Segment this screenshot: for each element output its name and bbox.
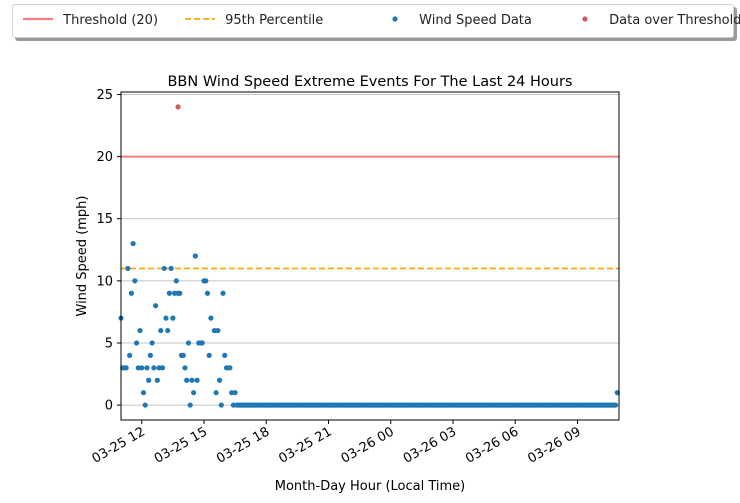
- x-tick-label: 03-25 15: [152, 424, 210, 466]
- legend-wind-data-label: Wind Speed Data: [419, 13, 532, 28]
- legend-percentile-label: 95th Percentile: [225, 13, 324, 28]
- legend-item-wind-data: Wind Speed Data: [383, 12, 532, 28]
- wind-speed-point: [161, 265, 167, 272]
- wind-speed-point: [163, 315, 169, 321]
- wind-speed-point: [612, 402, 619, 408]
- wind-speed-point: [137, 327, 143, 334]
- wind-speed-point: [232, 390, 238, 396]
- chart-title: BBN Wind Speed Extreme Events For The La…: [167, 74, 572, 90]
- wind-speed-point: [182, 365, 188, 371]
- wind-speed-point: [154, 377, 160, 383]
- y-tick-label: 20: [96, 150, 113, 165]
- wind-speed-point: [215, 327, 221, 334]
- x-tick-label: 03-25 18: [214, 424, 272, 466]
- y-tick-label: 0: [105, 399, 113, 414]
- wind-speed-point: [213, 390, 219, 396]
- x-axis-label: Month-Day Hour (Local Time): [275, 479, 465, 494]
- wind-speed-point: [140, 390, 147, 396]
- wind-speed-point: [168, 265, 174, 272]
- wind-speed-point: [189, 377, 195, 383]
- legend-item-threshold: Threshold (20): [21, 12, 158, 28]
- x-tick-label: 03-26 00: [339, 424, 397, 466]
- wind-speed-point: [194, 377, 200, 383]
- wind-speed-point: [149, 340, 155, 346]
- legend-wind-data-swatch: [392, 16, 398, 22]
- wind-speed-point: [144, 365, 150, 371]
- x-tick-label: 03-25 21: [276, 424, 334, 466]
- y-axis-label: Wind Speed (mph): [75, 196, 90, 317]
- x-tick-label: 03-26 09: [525, 424, 583, 466]
- legend-over-threshold-swatch: [582, 16, 588, 22]
- wind-speed-point: [177, 290, 183, 296]
- x-tick-label: 03-26 03: [401, 424, 459, 466]
- legend-item-over-threshold: Data over Threshold: [573, 12, 740, 28]
- wind-speed-point: [151, 365, 157, 371]
- wind-speed-point: [159, 365, 166, 371]
- legend-threshold-swatch: [23, 17, 53, 21]
- wind-speed-point: [222, 352, 228, 358]
- wind-speed-point: [173, 278, 179, 284]
- wind-speed-point: [227, 365, 233, 371]
- legend-percentile-swatch: [185, 18, 215, 20]
- grid-lines: [121, 94, 619, 406]
- wind-speed-point: [170, 315, 176, 321]
- data-points: [118, 104, 620, 408]
- x-tick-label: 03-26 06: [463, 424, 521, 466]
- y-tick-label: 15: [96, 212, 113, 227]
- wind-speed-point: [203, 278, 209, 284]
- y-tick-label: 25: [96, 88, 113, 103]
- wind-speed-point: [146, 377, 152, 383]
- wind-speed-point: [152, 303, 159, 309]
- wind-speed-point: [133, 340, 140, 346]
- wind-speed-point: [184, 377, 190, 383]
- wind-speed-point: [180, 352, 186, 358]
- y-axis: 0 5 10 15 20 25: [96, 88, 121, 414]
- wind-speed-point: [206, 352, 212, 358]
- wind-speed-point: [166, 290, 173, 296]
- over-threshold-point: [175, 104, 181, 110]
- y-tick-label: 5: [105, 336, 113, 351]
- legend-over-threshold-label: Data over Threshold: [609, 13, 740, 28]
- wind-speed-point: [216, 377, 223, 383]
- reference-lines: [121, 155, 619, 270]
- wind-speed-point: [132, 278, 138, 284]
- wind-speed-point: [199, 340, 205, 346]
- wind-speed-point: [208, 315, 214, 321]
- wind-speed-point: [128, 290, 134, 296]
- wind-speed-point: [220, 290, 226, 296]
- legend-threshold-label: Threshold (20): [63, 13, 159, 28]
- wind-speed-point: [204, 290, 211, 296]
- wind-speed-point: [123, 365, 129, 371]
- wind-speed-point: [165, 327, 171, 334]
- wind-speed-point: [158, 327, 164, 334]
- y-tick-label: 10: [96, 274, 113, 289]
- wind-speed-point: [218, 402, 224, 408]
- wind-speed-point: [147, 352, 153, 358]
- legend: Threshold (20) 95th Percentile Wind Spee…: [12, 4, 740, 38]
- wind-speed-point: [142, 402, 148, 408]
- wind-speed-point: [125, 265, 131, 272]
- wind-speed-point: [127, 352, 133, 358]
- wind-speed-point: [191, 390, 197, 396]
- wind-speed-point: [139, 365, 145, 371]
- wind-speed-point: [192, 253, 198, 259]
- wind-speed-point: [130, 240, 136, 247]
- x-tick-label: 03-25 12: [90, 424, 148, 466]
- wind-speed-point: [187, 402, 193, 408]
- legend-item-percentile: 95th Percentile: [183, 12, 323, 28]
- plot-frame: [120, 91, 620, 421]
- x-axis: 03-25 12 03-25 15 03-25 18 03-25 21 03-26 00…: [90, 420, 584, 467]
- wind-speed-point: [185, 340, 192, 346]
